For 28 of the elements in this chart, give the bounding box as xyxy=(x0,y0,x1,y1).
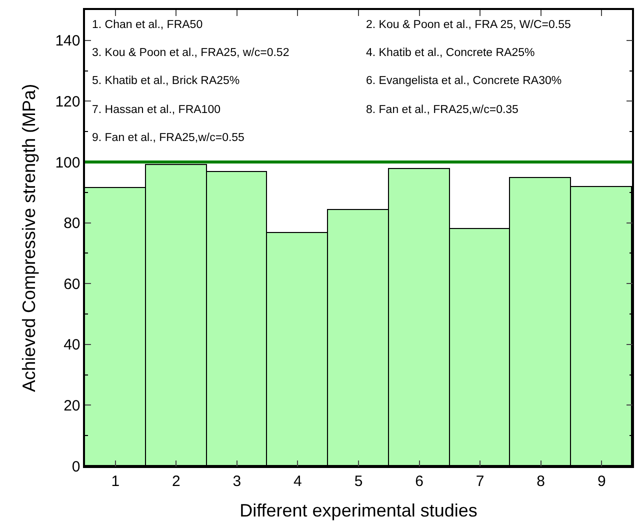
y-axis-title: Achieved Compressive strength (MPa) xyxy=(18,84,39,392)
annotation: 5. Khatib et al., Brick RA25% xyxy=(92,75,240,87)
x-tick-label: 7 xyxy=(476,472,484,490)
annotation: 3. Kou & Poon et al., FRA25, w/c=0.52 xyxy=(92,47,290,59)
annotation: 4. Khatib et al., Concrete RA25% xyxy=(366,47,535,59)
annotation: 6. Evangelista et al., Concrete RA30% xyxy=(366,75,562,87)
x-tick-label: 5 xyxy=(354,472,363,490)
x-tick-label: 9 xyxy=(597,472,606,490)
annotation: 8. Fan et al., FRA25,w/c=0.35 xyxy=(366,104,518,116)
x-tick-label: 8 xyxy=(536,472,545,490)
y-tick-label: 120 xyxy=(55,93,80,110)
x-tick-label: 1 xyxy=(111,472,120,490)
x-tick-label: 3 xyxy=(232,472,242,490)
y-tick-label: 0 xyxy=(72,458,80,476)
y-tick-label: 100 xyxy=(55,154,80,172)
x-tick-label: 4 xyxy=(294,472,302,490)
y-tick-label: 80 xyxy=(64,215,80,232)
y-tick-label: 40 xyxy=(64,336,80,354)
y-tick-label: 20 xyxy=(64,397,80,414)
annotation: 1. Chan et al., FRA50 xyxy=(92,19,203,31)
x-axis-title: Different experimental studies xyxy=(240,500,478,520)
annotation: 7. Hassan et al., FRA100 xyxy=(92,104,220,116)
annotation: 2. Kou & Poon et al., FRA 25, W/C=0.55 xyxy=(366,19,571,31)
y-tick-label: 140 xyxy=(55,32,80,50)
x-tick-label: 2 xyxy=(172,472,180,490)
annotation: 9. Fan et al., FRA25,w/c=0.55 xyxy=(92,132,244,144)
x-tick-label: 6 xyxy=(415,472,424,490)
y-tick-label: 60 xyxy=(64,276,80,293)
